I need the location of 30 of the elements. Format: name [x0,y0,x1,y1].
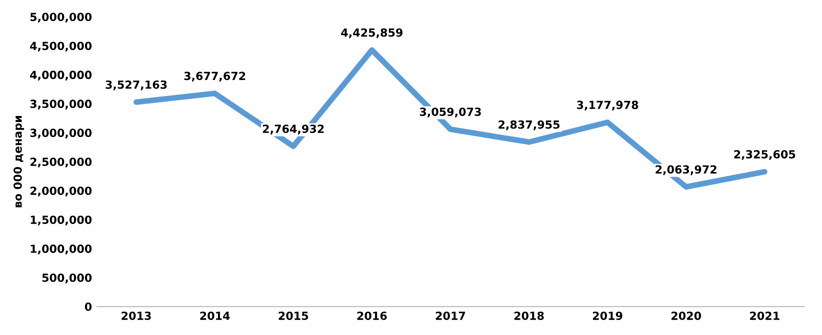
y-tick-label: 1,500,000 [30,216,92,226]
x-tick-label: 2018 [514,312,544,320]
y-tick-label: 5,000,000 [30,12,92,23]
x-tick-label: 2013 [122,312,151,320]
y-tick-label: 500,000 [42,274,92,284]
x-tick-label: 2014 [200,312,230,320]
x-tick-label: 2021 [750,312,780,320]
text: 4,425,859 [341,28,402,38]
x-tick-label: 2019 [592,312,622,320]
text: 3,177,978 [577,100,638,110]
y-tick-label: 3,000,000 [30,128,92,138]
y-tick-label: 0 [84,302,92,311]
text: 2,764,932 [262,124,324,134]
y-tick-label: 3,500,000 [30,100,92,110]
text: 3,527,163 [106,80,167,90]
text: 2,325,605 [734,150,796,160]
y-tick-label: 4,500,000 [30,42,92,52]
x-tick-label: 2015 [278,312,308,320]
text: 3,677,672 [184,72,246,82]
y-tick-label: 2,500,000 [30,158,92,168]
y-tick-label: 4,000,000 [30,70,92,81]
y-axis-title: во 000 денари [13,116,24,208]
text: 3,059,073 [420,108,481,118]
x-tick-label: 2020 [672,312,702,320]
y-tick-label: 2,000,000 [30,186,92,196]
x-tick-label: 2017 [436,312,466,320]
x-tick-label: 2016 [357,312,387,320]
text: 2,063,972 [656,165,716,176]
y-tick-label: 1,000,000 [30,244,92,254]
text: 2,837,955 [498,120,560,130]
